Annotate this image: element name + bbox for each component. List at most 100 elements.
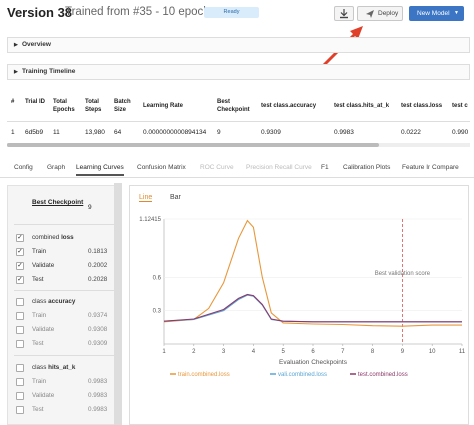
metric-row[interactable]: ✓ Train 0.1813: [8, 246, 114, 258]
metric-name: loss: [61, 234, 74, 241]
table-cell: 0.990: [452, 129, 469, 136]
checkbox[interactable]: ✓: [16, 276, 24, 284]
tab-roc-curve[interactable]: ROC Curve: [200, 164, 234, 171]
metric-row[interactable]: Test 0.9309: [8, 338, 114, 350]
chevron-down-icon[interactable]: ▼: [454, 10, 459, 16]
column-header: Total Steps: [85, 99, 102, 113]
divider: [14, 290, 114, 291]
sidebar-scrollbar[interactable]: [114, 183, 122, 425]
download-button[interactable]: [334, 6, 354, 21]
divider: [14, 355, 114, 356]
best-checkpoint-label: Best validation score: [375, 271, 431, 277]
chart-tab-bar[interactable]: Bar: [170, 194, 181, 201]
column-header: test c: [452, 103, 468, 109]
checkbox[interactable]: [16, 340, 24, 348]
metric-row-label: Test: [32, 276, 44, 283]
metric-name: accuracy: [48, 298, 76, 305]
page-title: Version 38: [7, 5, 73, 20]
metric-row-value: 0.2028: [88, 276, 108, 283]
column-header: test class.accuracy: [261, 103, 317, 109]
new-model-label: New Model: [417, 10, 450, 17]
metric-row[interactable]: Train 0.9983: [8, 376, 114, 388]
metric-row[interactable]: Train 0.9374: [8, 310, 114, 322]
x-tick-label: 9: [401, 349, 405, 355]
table-cell: 0.9309: [261, 129, 281, 136]
x-tick-label: 4: [252, 349, 256, 355]
checkbox[interactable]: [16, 378, 24, 386]
metric-group-class-hits-at-k[interactable]: class hits_at_k: [8, 362, 114, 374]
metric-row[interactable]: ✓ Test 0.2028: [8, 274, 114, 286]
checkbox[interactable]: [16, 406, 24, 414]
x-axis-label: Evaluation Checkpoints: [279, 359, 348, 366]
table-cell: 13,980: [85, 129, 105, 136]
column-header: test class.loss: [401, 103, 443, 109]
series-line-train-combined-loss: [163, 219, 462, 327]
metric-row[interactable]: ✓ Validate 0.2002: [8, 260, 114, 272]
x-tick-label: 11: [459, 349, 466, 355]
column-header: Best Checkpoint: [217, 99, 250, 113]
checkbox[interactable]: ✓: [16, 234, 24, 242]
metric-row-value: 0.9309: [88, 340, 108, 347]
new-model-button[interactable]: New Model ▼: [409, 6, 464, 21]
checkbox[interactable]: [16, 364, 24, 372]
series-line-test-combined-loss: [163, 293, 462, 323]
overview-section[interactable]: ▶ Overview: [7, 37, 470, 53]
metric-row-label: Train: [32, 312, 47, 319]
overview-label: Overview: [22, 41, 51, 48]
table-cell: 0.9983: [334, 129, 354, 136]
x-tick-label: 6: [311, 349, 315, 355]
checkbox[interactable]: ✓: [16, 262, 24, 270]
x-tick-label: 7: [341, 349, 345, 355]
tab-learning-curves[interactable]: Learning Curves: [76, 164, 124, 176]
metric-group-combined-loss[interactable]: ✓ combined loss: [8, 232, 114, 244]
caret-right-icon: ▶: [14, 42, 18, 48]
checkbox[interactable]: [16, 326, 24, 334]
caret-right-icon: ▶: [14, 69, 18, 75]
metric-prefix: class: [32, 298, 47, 305]
x-tick-label: 1: [162, 349, 166, 355]
checkbox[interactable]: [16, 392, 24, 400]
checkbox[interactable]: ✓: [16, 248, 24, 256]
deploy-label: Deploy: [378, 10, 399, 17]
legend-label: test.combined.loss: [358, 372, 408, 378]
metric-row[interactable]: Validate 0.9308: [8, 324, 114, 336]
metric-group-class-accuracy[interactable]: class accuracy: [8, 296, 114, 308]
table-divider: [7, 121, 470, 122]
table-scrollbar[interactable]: [7, 143, 470, 147]
training-timeline-section[interactable]: ▶ Training Timeline: [7, 64, 470, 80]
metric-row-value: 0.9983: [88, 392, 108, 399]
table-cell: 11: [53, 129, 60, 136]
column-header: Trial ID: [25, 99, 46, 105]
tab-config[interactable]: Config: [14, 164, 33, 171]
metric-row-value: 0.2002: [88, 262, 108, 269]
scrollbar-thumb[interactable]: [7, 143, 379, 147]
tab-precision-recall-curve[interactable]: Precision Recall Curve: [246, 164, 312, 171]
metric-row[interactable]: Test 0.9983: [8, 404, 114, 416]
tab-confusion-matrix[interactable]: Confusion Matrix: [137, 164, 186, 171]
checkbox[interactable]: [16, 298, 24, 306]
column-header: test class.hits_at_k: [334, 103, 390, 109]
y-tick-label: 0.6: [153, 275, 162, 281]
status-badge: Ready: [204, 7, 259, 18]
metrics-sidebar: Best Checkpoint 9 ✓ combined loss ✓ Trai…: [7, 185, 120, 425]
tab-graph[interactable]: Graph: [47, 164, 66, 171]
legend-label: vali.combined.loss: [278, 372, 327, 378]
table-cell[interactable]: 6d5b9: [25, 129, 44, 136]
metric-row-label: Validate: [32, 326, 55, 333]
checkbox[interactable]: [16, 312, 24, 320]
metric-prefix: combined: [32, 234, 60, 241]
tab-f1[interactable]: F1: [321, 164, 329, 171]
tab-bar: Config Graph Learning Curves Confusion M…: [0, 160, 474, 178]
metric-row-label: Test: [32, 406, 44, 413]
page-header: Version 38 Trained from #35 - 10 epochs …: [0, 0, 474, 30]
metric-row-label: Train: [32, 378, 47, 385]
metric-row[interactable]: Validate 0.9983: [8, 390, 114, 402]
metric-row-label: Validate: [32, 262, 55, 269]
y-tick-label: 0.3: [153, 309, 162, 315]
tab-compare[interactable]: Compare: [430, 164, 459, 171]
deploy-button[interactable]: Deploy: [357, 6, 403, 21]
chart-panel: Line Bar 0.3 0.6 1.12415 1 2 3 4 5 6 7 8 9 10 11 Evalu…: [129, 185, 469, 425]
tab-calibration-plots[interactable]: Calibration Plots: [343, 164, 391, 171]
chart-tab-line[interactable]: Line: [139, 194, 153, 202]
y-tick-label: 1.12415: [139, 217, 161, 223]
